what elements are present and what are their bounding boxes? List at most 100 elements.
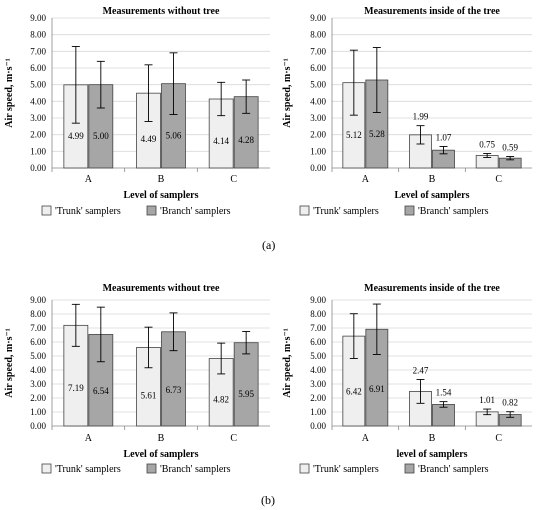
x-tick-label: C <box>230 433 237 444</box>
y-tick-label: 2.00 <box>310 393 326 403</box>
y-tick-label: 0.00 <box>310 421 326 431</box>
y-tick-label: 2.00 <box>30 393 46 403</box>
data-label: 4.82 <box>213 394 229 404</box>
data-label: 4.49 <box>141 134 157 144</box>
y-tick-label: 4.00 <box>30 365 46 375</box>
y-axis-label: Air speed, m·s⁻¹ <box>4 58 15 127</box>
chart-title: Measurements inside of the tree <box>364 6 500 17</box>
x-tick-label: C <box>495 433 502 444</box>
y-axis-label: Air speed, m·s⁻¹ <box>282 328 293 397</box>
data-label: 6.54 <box>93 386 109 396</box>
x-axis-label: Level of samplers <box>395 190 470 201</box>
chart-title: Measurements without tree <box>103 283 220 294</box>
legend-label: 'Trunk' samplers <box>55 206 121 217</box>
panel-label-a: (a) <box>262 238 276 252</box>
y-tick-label: 6.00 <box>310 63 326 73</box>
y-tick-label: 2.00 <box>30 130 46 140</box>
chart-2: 0.00 1.00 2.00 3.00 4.00 5.00 6.00 7.00 8.00 9.00… <box>282 6 532 217</box>
data-label: 5.95 <box>238 389 254 399</box>
chart-title: Measurements inside of the tree <box>364 283 500 294</box>
y-tick-label: 8.00 <box>30 30 46 40</box>
legend-swatch <box>299 463 310 474</box>
chart-4: 0.00 1.00 2.00 3.00 4.00 5.00 6.00 7.00 8.00 9.00… <box>282 283 532 475</box>
y-tick-label: 0.00 <box>30 163 46 173</box>
y-tick-label: 8.00 <box>310 309 326 319</box>
legend-label: 'Branch' samplers <box>418 464 489 475</box>
legend-label: 'Trunk' samplers <box>313 206 379 217</box>
y-tick-label: 4.00 <box>310 96 326 106</box>
x-tick-label: A <box>362 174 370 185</box>
x-tick-label: A <box>85 433 93 444</box>
y-tick-label: 3.00 <box>30 379 46 389</box>
y-tick-label: 9.00 <box>30 13 46 23</box>
legend-swatch <box>41 463 52 474</box>
legend-label: 'Trunk' samplers <box>55 464 121 475</box>
y-tick-label: 7.00 <box>310 46 326 56</box>
legend-swatch <box>146 463 157 474</box>
data-label: 5.61 <box>141 391 157 401</box>
x-tick-label: B <box>429 174 436 185</box>
bar <box>233 342 259 427</box>
y-axis-label: Air speed, m·s⁻¹ <box>282 58 293 127</box>
data-label: 6.73 <box>166 385 182 395</box>
x-tick-label: B <box>158 433 165 444</box>
legend-label: 'Branch' samplers <box>160 464 231 475</box>
data-label: 4.99 <box>68 131 84 141</box>
data-label: 4.14 <box>213 136 229 146</box>
y-tick-label: 6.00 <box>30 337 46 347</box>
x-tick-label: B <box>429 433 436 444</box>
y-tick-label: 1.00 <box>310 146 326 156</box>
y-tick-label: 6.00 <box>30 63 46 73</box>
data-label: 5.12 <box>346 130 362 140</box>
legend-swatch <box>146 205 157 216</box>
x-axis-label: Level of samplers <box>124 449 199 460</box>
data-label: 0.59 <box>502 143 518 153</box>
data-label: 5.06 <box>166 130 182 140</box>
x-tick-label: A <box>85 174 93 185</box>
y-tick-label: 3.00 <box>30 113 46 123</box>
y-tick-label: 7.00 <box>30 46 46 56</box>
legend-label: 'Branch' samplers <box>160 206 231 217</box>
x-tick-label: C <box>230 174 237 185</box>
data-label: 5.00 <box>93 131 109 141</box>
data-label: 0.82 <box>502 398 518 408</box>
data-label: 1.99 <box>413 112 429 122</box>
y-tick-label: 8.00 <box>310 30 326 40</box>
x-tick-label: C <box>495 174 502 185</box>
data-label: 1.07 <box>436 133 452 143</box>
y-tick-label: 9.00 <box>310 13 326 23</box>
y-tick-label: 1.00 <box>310 407 326 417</box>
legend-swatch <box>41 205 52 216</box>
data-label: 0.75 <box>479 140 495 150</box>
data-label: 5.28 <box>369 129 385 139</box>
data-label: 1.54 <box>436 388 452 398</box>
x-axis-label: Level of samplers <box>124 190 199 201</box>
y-tick-label: 9.00 <box>30 295 46 305</box>
x-tick-label: A <box>362 433 370 444</box>
y-tick-label: 2.00 <box>310 130 326 140</box>
y-tick-label: 5.00 <box>310 80 326 90</box>
panel-label-b: (b) <box>261 493 275 507</box>
y-tick-label: 5.00 <box>30 351 46 361</box>
legend-label: 'Trunk' samplers <box>313 464 379 475</box>
data-label: 4.28 <box>238 135 254 145</box>
x-tick-label: B <box>158 174 165 185</box>
chart-title: Measurements without tree <box>103 6 220 17</box>
y-tick-label: 5.00 <box>310 351 326 361</box>
y-tick-label: 6.00 <box>310 337 326 347</box>
y-tick-label: 5.00 <box>30 80 46 90</box>
chart-3: 0.00 1.00 2.00 3.00 4.00 5.00 6.00 7.00 8.00 9.00… <box>4 283 270 475</box>
y-tick-label: 3.00 <box>310 113 326 123</box>
data-label: 1.01 <box>479 395 495 405</box>
data-label: 6.42 <box>346 387 362 397</box>
y-tick-label: 9.00 <box>310 295 326 305</box>
legend-swatch <box>404 205 415 216</box>
y-tick-label: 0.00 <box>30 421 46 431</box>
data-label: 2.47 <box>413 366 429 376</box>
x-axis-label: level of samplers <box>396 449 467 460</box>
chart-1: 0.00 1.00 2.00 3.00 4.00 5.00 6.00 7.00 8.00 9.00… <box>4 6 270 217</box>
legend-swatch <box>299 205 310 216</box>
y-tick-label: 8.00 <box>30 309 46 319</box>
